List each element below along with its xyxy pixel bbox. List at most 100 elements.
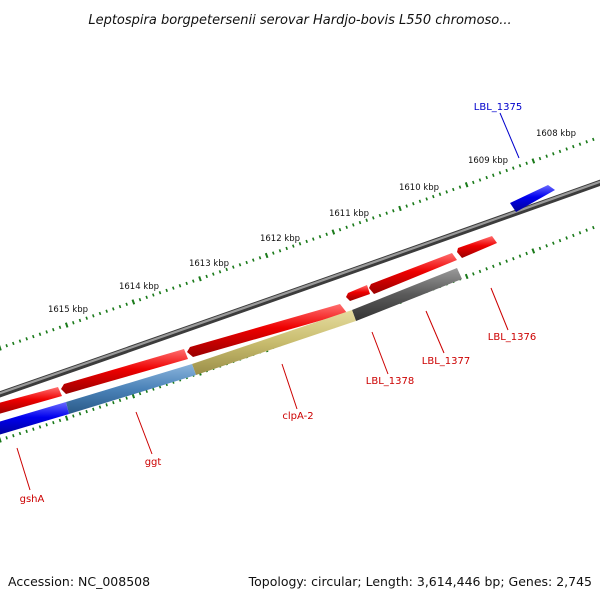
outer-tick-47	[312, 237, 315, 241]
feature-LBL_1377-gene[interactable]	[352, 268, 462, 321]
inner-tick-17	[112, 400, 115, 405]
label-LBL_1378[interactable]: LBL_1378	[366, 376, 414, 387]
inner-tick-75	[498, 262, 502, 266]
tick-label-1612: 1612 kbp	[260, 234, 300, 244]
leader-clpA-2	[281, 363, 298, 410]
gene-labels: LBL_1375 LBL_1376 LBL_1377 LBL_1378 clpA…	[20, 102, 537, 505]
outer-tick-28	[185, 281, 188, 286]
feature-gshA-cds[interactable]	[0, 387, 62, 415]
feature-clpA-2-cds[interactable]	[187, 304, 347, 357]
inner-tick-3	[18, 431, 22, 436]
map-title: Leptospira borgpetersenii serovar Hardjo…	[88, 13, 511, 28]
outer-tick-43	[285, 246, 288, 251]
outer-tick-85	[565, 147, 568, 151]
tick-label-1609: 1609 kbp	[468, 156, 508, 166]
feature-LBL_1377-cds[interactable]	[369, 253, 457, 294]
outer-tick-31	[205, 274, 208, 279]
outer-tick-37	[245, 260, 248, 265]
outer-tick-19	[125, 302, 128, 306]
accession-text: Accession: NC_008508	[8, 574, 150, 589]
outer-tick-69	[458, 185, 462, 189]
feature-clpA-2-gene[interactable]	[192, 310, 356, 375]
outer-tick-75	[498, 171, 502, 175]
outer-tick-78	[518, 164, 522, 168]
feature-LBL_1376-cds[interactable]	[457, 236, 497, 258]
outer-tick-8	[52, 327, 55, 332]
inner-tick-87	[578, 231, 582, 235]
outer-tick-24	[158, 291, 162, 295]
leader-LBL_1378	[371, 331, 389, 375]
outer-tick-42	[278, 249, 282, 253]
outer-tick-3	[18, 339, 22, 343]
outer-tick-77	[512, 166, 515, 170]
outer-tick-79	[525, 161, 528, 165]
outer-tick-7	[45, 330, 48, 334]
outer-tick-55	[365, 218, 368, 222]
outer-tick-36	[238, 263, 242, 267]
inner-tick-4	[25, 429, 28, 434]
outer-tick-89	[592, 137, 595, 142]
outer-tick-63	[418, 199, 422, 204]
outer-tick-30	[198, 276, 202, 282]
outer-tick-6	[38, 332, 42, 336]
label-LBL_1375[interactable]: LBL_1375	[474, 102, 522, 113]
inner-tick-77	[512, 257, 515, 261]
label-clpA-2[interactable]: clpA-2	[282, 411, 313, 422]
inner-tick-79	[525, 251, 528, 256]
inner-tick-2	[12, 434, 15, 438]
outer-tick-16	[105, 309, 108, 313]
leader-gshA	[16, 447, 31, 491]
leader-LBL_1375	[499, 112, 520, 159]
gene-row	[0, 268, 462, 436]
outer-tick-1	[5, 344, 8, 348]
chromosome-backbone	[0, 179, 600, 398]
outer-tick-10	[64, 322, 69, 328]
feature-LBL_1375[interactable]	[510, 185, 555, 212]
inner-tick-6	[38, 425, 42, 429]
cds-row-red	[0, 236, 497, 415]
outer-tick-33	[218, 270, 222, 274]
outer-tick-25	[165, 288, 168, 293]
outer-tick-73	[485, 175, 488, 180]
label-LBL_1377[interactable]: LBL_1377	[422, 356, 470, 367]
outer-tick-18	[118, 304, 122, 309]
outer-tick-84	[558, 149, 562, 154]
feature-ggt-gene[interactable]	[66, 364, 196, 414]
inner-tick-84	[558, 238, 562, 243]
feature-ggt-cds[interactable]	[61, 349, 188, 394]
inner-tick-76	[505, 259, 508, 263]
label-gshA[interactable]: gshA	[20, 494, 45, 505]
tick-label-1610: 1610 kbp	[399, 183, 439, 193]
outer-tick-14	[92, 314, 95, 318]
inner-tick-22	[145, 389, 148, 393]
outer-tick-5	[32, 334, 35, 339]
outer-tick-45	[298, 242, 302, 246]
inner-tick-10	[64, 415, 69, 421]
feature-LBL_1378-cds[interactable]	[346, 285, 370, 301]
outer-tick-88	[585, 140, 588, 144]
outer-tick-59	[392, 209, 395, 213]
outer-tick-15	[98, 311, 102, 316]
inner-tick-14	[92, 407, 95, 411]
outer-tick-66	[438, 192, 442, 196]
outer-tick-34	[225, 267, 228, 272]
tick-label-1614: 1614 kbp	[119, 282, 159, 292]
outer-tick-67	[445, 190, 448, 194]
label-ggt[interactable]: ggt	[145, 457, 162, 468]
outer-tick-83	[552, 152, 555, 156]
outer-tick-80	[531, 158, 536, 164]
outer-tick-46	[305, 239, 308, 244]
outer-tick-81	[538, 156, 542, 161]
inner-tick-9	[58, 418, 62, 423]
label-LBL_1376[interactable]: LBL_1376	[488, 332, 536, 343]
outer-tick-82	[545, 154, 548, 158]
leader-LBL_1377	[425, 310, 445, 354]
outer-tick-71	[472, 180, 475, 185]
outer-tick-29	[192, 279, 195, 283]
outer-tick-49	[325, 232, 328, 237]
tick-label-1613: 1613 kbp	[189, 259, 229, 269]
outer-tick-48	[318, 235, 322, 239]
outer-tick-41	[272, 251, 275, 255]
feature-gshA-gene[interactable]	[0, 402, 69, 436]
inner-tick-7	[45, 423, 48, 427]
